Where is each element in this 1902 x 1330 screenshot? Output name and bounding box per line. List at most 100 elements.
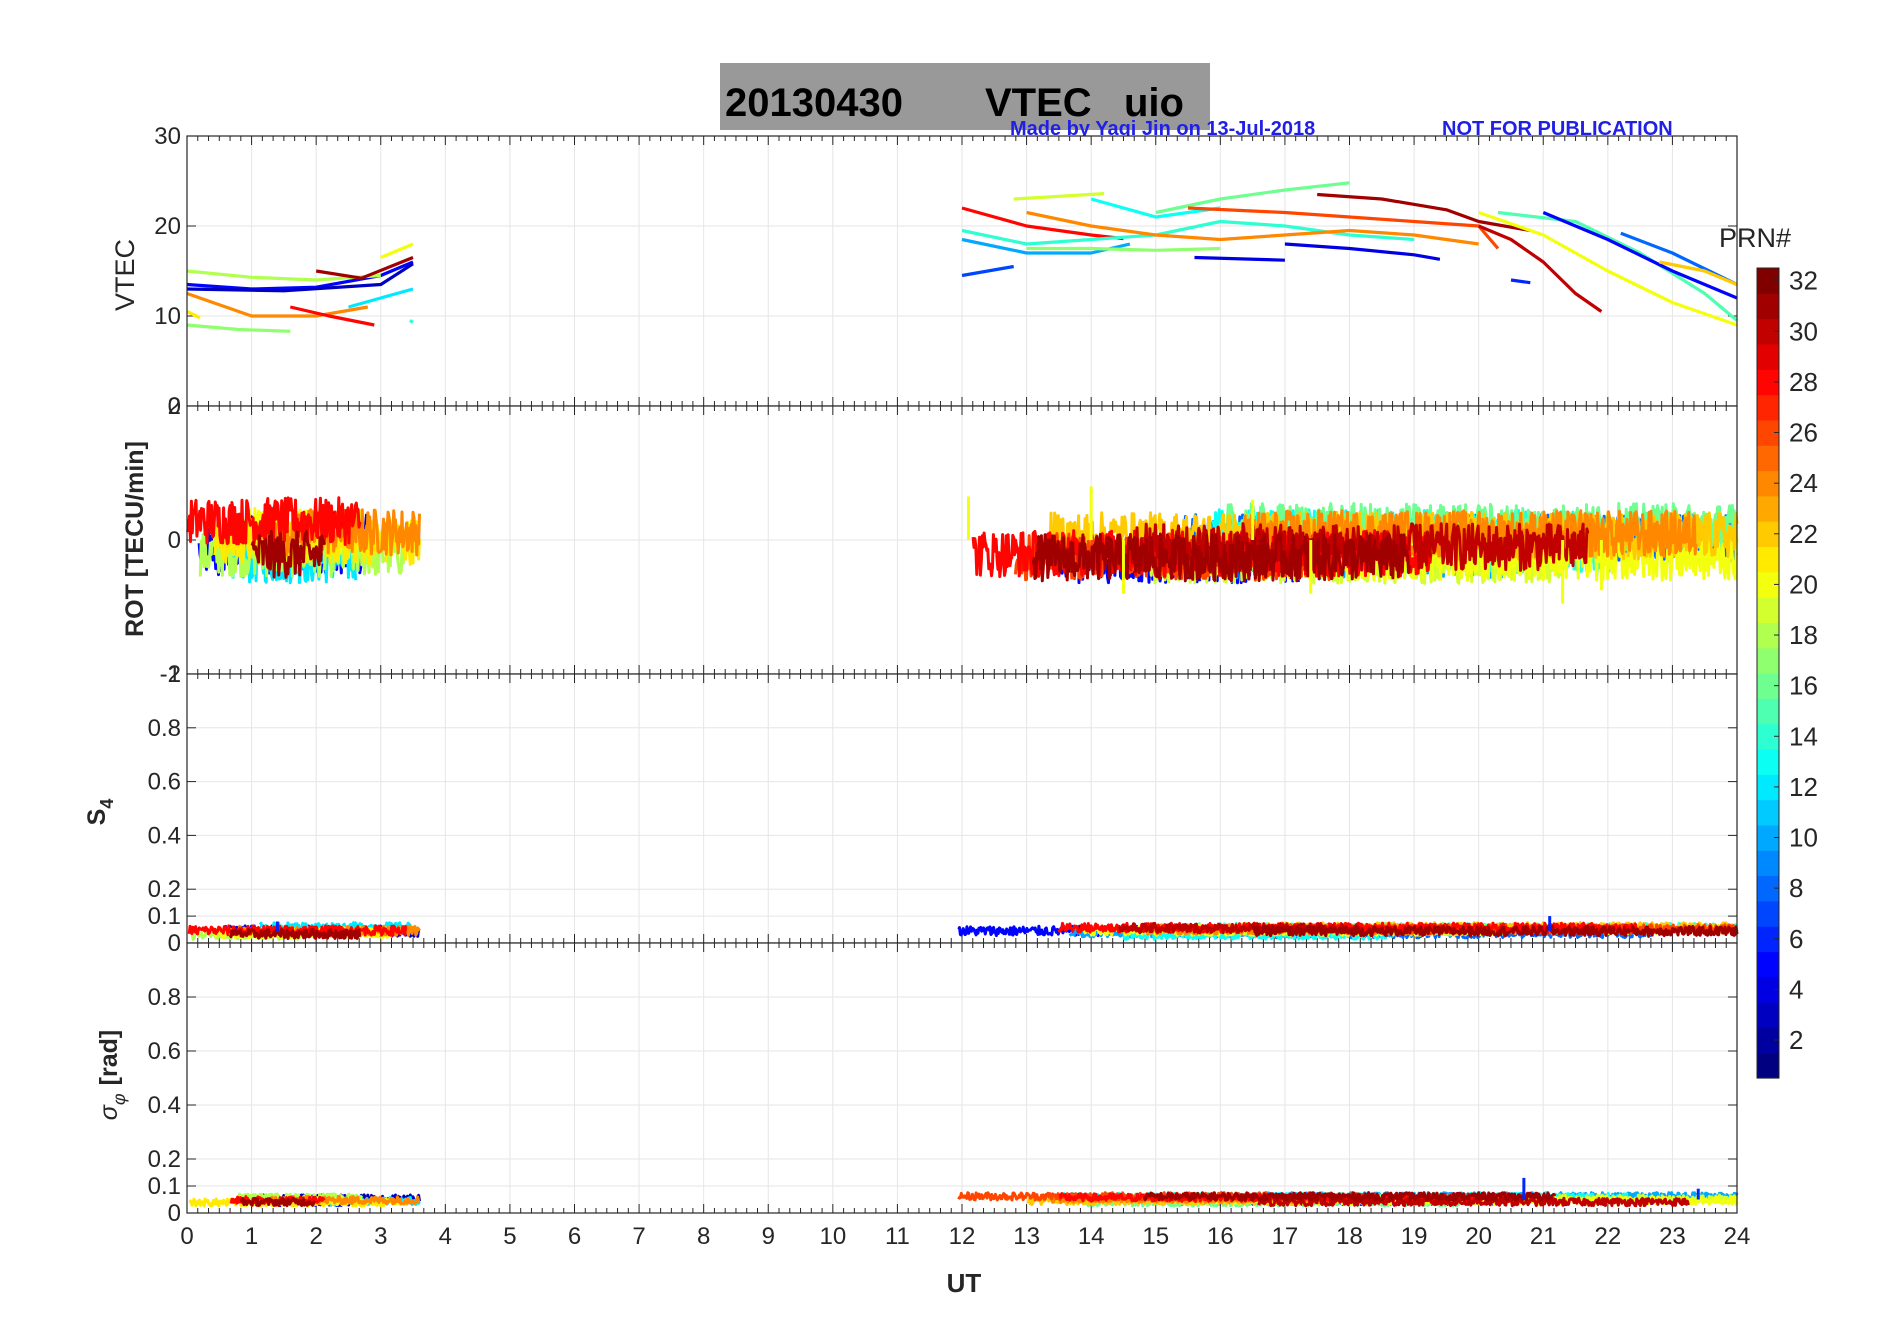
x-tick-label: 1 — [245, 1223, 258, 1250]
colorbar-tick-label: 2 — [1789, 1025, 1803, 1055]
series-prn-30 — [1257, 1196, 1690, 1208]
colorbar-cell-22 — [1757, 521, 1779, 547]
vtec-series-prn-24 — [1026, 210, 1479, 246]
y-tick-label: 0.1 — [148, 903, 181, 930]
colorbar-cell-4 — [1757, 976, 1779, 1003]
colorbar-tick-label: 4 — [1789, 974, 1803, 1004]
s4-ylabel: S4 — [83, 799, 117, 826]
colorbar-cell-28 — [1757, 369, 1779, 396]
colorbar-cell-19 — [1757, 597, 1779, 623]
vtec-series-prn-13 — [1090, 197, 1221, 219]
y-tick-label: 0 — [168, 527, 181, 554]
colorbar-tick-label: 28 — [1789, 367, 1818, 397]
axes-frame — [186, 942, 1738, 1214]
y-tick-label: 0 — [168, 393, 181, 420]
vtec-series-prn-20 — [380, 242, 414, 259]
vtec-series-prn-22 — [1659, 260, 1738, 286]
title-date: 20130430 — [725, 81, 903, 125]
vtec-series-prn-31 — [315, 256, 414, 280]
title-main: VTEC — [985, 81, 1092, 125]
x-tick-label: 18 — [1336, 1223, 1363, 1250]
y-tick-label: 0.2 — [148, 876, 181, 903]
x-tick-label: 20 — [1465, 1223, 1492, 1250]
rot-ylabel: ROT [TECU/min] — [121, 441, 149, 637]
series-prn-31 — [1142, 1191, 1557, 1202]
x-tick-label: 6 — [568, 1223, 581, 1250]
y-tick-label: 0.2 — [148, 1146, 181, 1173]
colorbar-cell-14 — [1757, 723, 1779, 750]
x-tick-label: 13 — [1013, 1223, 1040, 1250]
colorbar-cell-27 — [1757, 394, 1779, 421]
series-prn-31 — [228, 927, 362, 940]
vtec-series-prn-17 — [186, 323, 291, 333]
colorbar-tick-label: 20 — [1789, 569, 1818, 599]
x-tick-label: 12 — [949, 1223, 976, 1250]
colorbar-cell-10 — [1757, 824, 1779, 851]
vtec-ylabel: VTEC — [110, 239, 140, 311]
y-tick-label: 0.6 — [148, 769, 181, 796]
x-tick-label: 3 — [374, 1223, 387, 1250]
colorbar-tick-label: 14 — [1789, 721, 1818, 751]
colorbar-cell-21 — [1757, 546, 1779, 573]
colorbar-tick-label: 10 — [1789, 823, 1818, 853]
y-tick-label: 30 — [154, 123, 181, 150]
y-tick-label: 10 — [154, 303, 181, 330]
x-axis-label: UT — [947, 1268, 982, 1298]
colorbar-cell-18 — [1757, 622, 1779, 649]
vtec-series-prn-14 — [409, 319, 414, 324]
x-tick-label: 0 — [180, 1223, 193, 1250]
x-tick-label: 22 — [1594, 1223, 1621, 1250]
x-tick-label: 2 — [309, 1223, 322, 1250]
colorbar-cell-17 — [1757, 647, 1779, 674]
x-tick-label: 16 — [1207, 1223, 1234, 1250]
vtec-series-prn-12 — [348, 287, 414, 309]
series-prn-28 — [186, 496, 362, 546]
series-prn-31 — [1031, 532, 1411, 583]
y-tick-label: 0.6 — [148, 1038, 181, 1065]
series-prn-28 — [187, 924, 408, 937]
vtec-series-prn-24 — [186, 291, 369, 318]
colorbar-frame — [1756, 267, 1780, 1079]
y-tick-label: 0.8 — [148, 984, 181, 1011]
y-tick-label: -2 — [160, 661, 181, 688]
colorbar-tick-label: 32 — [1789, 266, 1818, 296]
vtec-series-prn-26 — [1187, 206, 1500, 250]
rot-panel: -202 — [160, 393, 1739, 688]
colorbar-cell-13 — [1757, 748, 1779, 775]
vtec-panel: 0 10 20 30 — [154, 123, 1739, 420]
y-tick-label: 0.1 — [148, 1173, 181, 1200]
x-tick-label: 14 — [1078, 1223, 1105, 1250]
x-tick-label: 4 — [439, 1223, 452, 1250]
x-tick-label: 10 — [819, 1223, 846, 1250]
colorbar-tick-label: 22 — [1789, 519, 1818, 549]
colorbar-tick-label: 24 — [1789, 468, 1818, 498]
vtec-series-prn-4 — [1284, 242, 1441, 261]
title-box — [720, 63, 1210, 130]
x-tick-label: 9 — [762, 1223, 775, 1250]
colorbar-tick-label: 16 — [1789, 671, 1818, 701]
colorbar-tick-label: 26 — [1789, 418, 1818, 448]
y-tick-label: 1 — [168, 661, 181, 688]
vtec-series-prn-16 — [1155, 181, 1350, 215]
x-tick-label: 19 — [1401, 1223, 1428, 1250]
colorbar-label: PRN# — [1719, 223, 1791, 253]
y-tick-label: 0.4 — [148, 1092, 181, 1119]
vtec-series-prn-14 — [961, 219, 1415, 246]
y-tick-label: 0 — [168, 1200, 181, 1227]
colorbar-cell-20 — [1757, 571, 1779, 598]
vtec-series-prn-4 — [1194, 255, 1285, 262]
colorbar-cell-1 — [1757, 1052, 1779, 1079]
colorbar-tick-label: 8 — [1789, 873, 1803, 903]
colorbar-cell-11 — [1757, 799, 1779, 826]
y-tick-label: 0.4 — [148, 822, 181, 849]
colorbar-cell-12 — [1757, 774, 1779, 801]
x-tick-label: 7 — [632, 1223, 645, 1250]
sigma-ylabel: σφ[rad] — [95, 1030, 129, 1120]
s4-panel: 00.10.2 0.4 0.6 0.8 1 — [148, 661, 1739, 957]
x-tick-label: 21 — [1530, 1223, 1557, 1250]
x-tick-label: 11 — [885, 1223, 910, 1250]
y-tick-label: 20 — [154, 213, 181, 240]
vtec-series-prn-31 — [1317, 192, 1531, 233]
colorbar-cell-7 — [1757, 900, 1779, 927]
